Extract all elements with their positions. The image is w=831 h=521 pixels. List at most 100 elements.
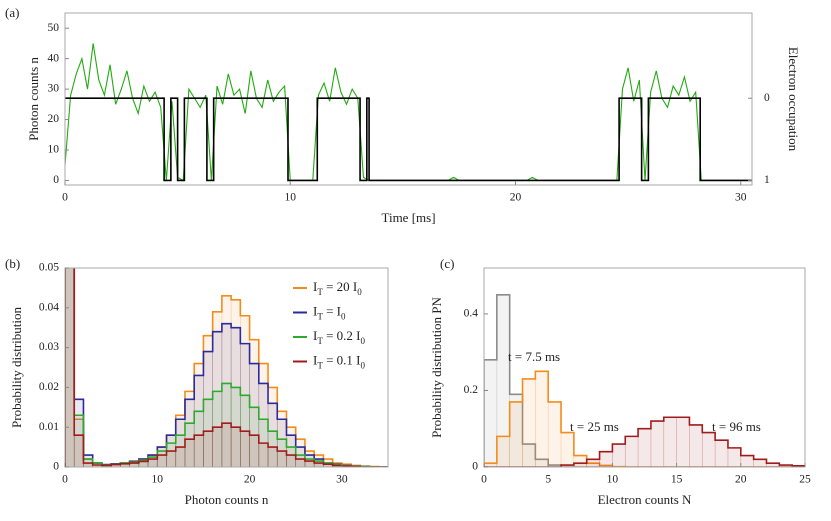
histogram-bar [304, 460, 315, 467]
histogram-bar [701, 432, 716, 467]
histogram-bar [676, 416, 690, 467]
histogram-bar [286, 454, 297, 467]
histogram-bar [184, 438, 195, 467]
histogram-bar [65, 268, 75, 467]
legend-label: IT = 20 I0 [313, 279, 362, 297]
histogram-bar [65, 268, 75, 467]
histogram-bar [740, 455, 754, 467]
histogram-bar [65, 268, 75, 467]
histogram-outline [65, 268, 388, 467]
y-tick-label: 20 [48, 113, 60, 125]
x-tick-label: 0 [481, 474, 487, 486]
histogram-bar [138, 461, 149, 467]
y-tick-label: 0.05 [39, 262, 59, 274]
legend-label: IT = 0.1 I0 [313, 352, 366, 370]
histogram-bar [560, 432, 575, 467]
histogram-bar [484, 359, 498, 467]
histogram-bar [637, 428, 652, 467]
y2-axis-label: Electron occupation [786, 47, 801, 152]
histogram-bar [230, 426, 241, 467]
histogram-bar [663, 416, 677, 467]
x-tick-label: 0 [62, 192, 68, 204]
histogram-bar [586, 459, 600, 467]
x-tick-label: 0 [62, 474, 68, 486]
histogram-bar [650, 420, 665, 467]
y2-tick-label: 0 [764, 92, 770, 104]
histogram-bar [509, 401, 523, 467]
histogram-bar [73, 434, 84, 467]
histogram-bar [547, 401, 562, 467]
y-axis-label: Probability distribution PN [429, 296, 444, 437]
y-tick-label: 0.01 [39, 421, 59, 433]
x-tick-label: 30 [735, 192, 747, 204]
panel-label: (a) [5, 5, 19, 20]
y-tick-label: 0.03 [39, 341, 59, 353]
histogram-bar [240, 430, 250, 467]
x-tick-label: 10 [607, 474, 619, 486]
x-tick-label: 5 [545, 474, 551, 486]
histogram-bar [175, 446, 186, 467]
x-tick-label: 20 [735, 474, 747, 486]
y2-tick-label: 1 [764, 174, 770, 186]
histogram-bar [258, 442, 269, 467]
y-tick-label: 0.02 [39, 381, 59, 393]
plot-frame [483, 267, 806, 468]
histogram-bar [496, 436, 510, 467]
histogram-outline [484, 293, 805, 467]
y-tick-label: 30 [48, 83, 60, 95]
histogram-bar [727, 447, 742, 467]
histogram-bar [599, 451, 613, 467]
x-tick-label: 10 [152, 474, 164, 486]
histogram-bar [166, 450, 177, 467]
histogram-bar [249, 434, 260, 467]
histogram-bar [624, 436, 639, 467]
legend-label: IT = I0 [313, 303, 346, 321]
y-tick-label: 0 [53, 174, 59, 186]
y-tick-label: 40 [48, 52, 60, 64]
y-tick-label: 10 [48, 144, 60, 156]
annotation: t = 96 ms [712, 419, 761, 434]
histogram-bar [714, 439, 729, 467]
plot [65, 268, 388, 467]
histogram-bar [221, 422, 232, 467]
histogram-bar [267, 446, 278, 467]
panel-label: (c) [440, 256, 454, 271]
histogram-bar [147, 458, 158, 467]
histogram-bar [535, 371, 549, 467]
plot [484, 293, 805, 467]
plot [65, 43, 752, 182]
y-tick-label: 0 [53, 461, 59, 473]
y-tick-label: 0.04 [39, 301, 59, 313]
plot-frame [64, 12, 753, 186]
y-tick-label: 0.2 [464, 384, 479, 396]
histogram-bar [612, 443, 626, 467]
y-tick-label: 0 [472, 461, 478, 473]
x-tick-label: 10 [284, 192, 296, 204]
x-axis-label: Photon counts n [185, 492, 269, 507]
histogram-bar [193, 434, 204, 467]
histogram-bar [212, 426, 223, 467]
y-tick-label: 50 [48, 22, 60, 34]
histogram-bar [156, 454, 167, 467]
histogram-outline [484, 370, 805, 467]
histogram-bar [753, 459, 767, 467]
histogram-bar [689, 424, 703, 467]
histogram-bar [295, 458, 306, 467]
x-tick-label: 15 [671, 474, 683, 486]
histogram-bar [522, 378, 536, 467]
y-axis-label: Probability distribution [9, 307, 24, 428]
plot-frame [64, 267, 389, 468]
x-tick-label: 25 [799, 474, 811, 486]
panel-label: (b) [5, 256, 20, 271]
x-tick-label: 20 [510, 192, 522, 204]
line-series [65, 97, 752, 182]
legend-label: IT = 0.2 I0 [313, 328, 366, 346]
histogram-bar [276, 450, 287, 467]
annotation: t = 25 ms [570, 419, 619, 434]
x-axis-label: Electron counts N [598, 492, 692, 507]
histogram-bar [65, 268, 75, 467]
y-axis-label: Photon counts n [26, 57, 41, 141]
histogram-bar [203, 430, 213, 467]
annotation: t = 7.5 ms [508, 349, 560, 364]
